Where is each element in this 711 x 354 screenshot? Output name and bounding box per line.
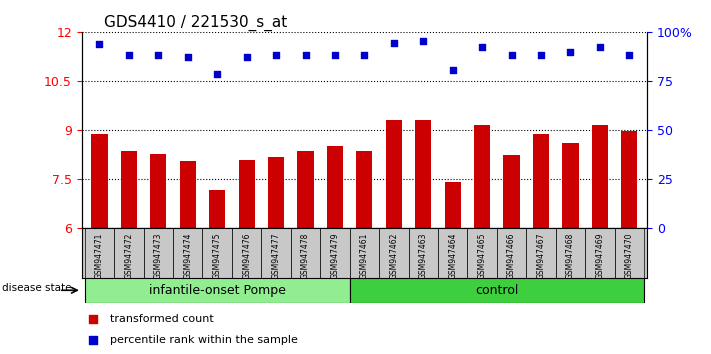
Text: infantile-onset Pompe: infantile-onset Pompe: [149, 284, 286, 297]
Bar: [180, 161, 196, 228]
Text: GSM947477: GSM947477: [272, 232, 281, 279]
Text: GSM947478: GSM947478: [301, 232, 310, 279]
Bar: [467, 228, 497, 278]
Text: GSM947476: GSM947476: [242, 232, 251, 279]
Bar: [85, 278, 350, 303]
Text: GSM947462: GSM947462: [390, 232, 398, 279]
Text: control: control: [475, 284, 518, 297]
Bar: [114, 228, 144, 278]
Text: GSM947463: GSM947463: [419, 232, 428, 279]
Point: [417, 38, 429, 44]
Point: [565, 50, 576, 55]
Text: GSM947469: GSM947469: [595, 232, 604, 279]
Text: disease state: disease state: [1, 283, 71, 293]
Text: GDS4410 / 221530_s_at: GDS4410 / 221530_s_at: [105, 14, 288, 30]
Bar: [621, 131, 638, 228]
Bar: [327, 146, 343, 228]
Bar: [85, 228, 114, 278]
Point: [476, 44, 488, 50]
Text: GSM947467: GSM947467: [537, 232, 545, 279]
Bar: [409, 228, 438, 278]
Bar: [173, 228, 203, 278]
Bar: [415, 120, 432, 228]
Bar: [379, 228, 409, 278]
Text: GSM947461: GSM947461: [360, 232, 369, 279]
Text: GSM947471: GSM947471: [95, 232, 104, 279]
Bar: [356, 152, 373, 228]
Bar: [203, 228, 232, 278]
Bar: [614, 228, 644, 278]
Text: GSM947472: GSM947472: [124, 232, 134, 279]
Point: [241, 55, 252, 60]
Point: [87, 316, 99, 322]
Text: GSM947473: GSM947473: [154, 232, 163, 279]
Point: [535, 52, 547, 58]
Bar: [474, 125, 491, 228]
Bar: [291, 228, 320, 278]
Text: transformed count: transformed count: [110, 314, 214, 325]
Point: [153, 53, 164, 58]
Bar: [91, 135, 107, 228]
Bar: [497, 228, 526, 278]
Bar: [238, 160, 255, 228]
Bar: [438, 228, 467, 278]
Text: GSM947475: GSM947475: [213, 232, 222, 279]
Bar: [526, 228, 556, 278]
Text: GSM947470: GSM947470: [625, 232, 634, 279]
Bar: [350, 228, 379, 278]
Bar: [585, 228, 614, 278]
Text: GSM947465: GSM947465: [478, 232, 486, 279]
Bar: [297, 152, 314, 228]
Point: [388, 40, 400, 46]
Bar: [209, 190, 225, 228]
Text: GSM947479: GSM947479: [331, 232, 339, 279]
Point: [270, 53, 282, 58]
Point: [300, 52, 311, 58]
Bar: [150, 154, 166, 228]
Text: GSM947466: GSM947466: [507, 232, 516, 279]
Point: [624, 52, 635, 58]
Point: [87, 337, 99, 343]
Bar: [386, 120, 402, 228]
Point: [329, 52, 341, 58]
Bar: [232, 228, 262, 278]
Bar: [320, 228, 350, 278]
Bar: [268, 157, 284, 228]
Bar: [562, 143, 579, 228]
Bar: [262, 228, 291, 278]
Point: [506, 53, 518, 58]
Point: [123, 52, 134, 58]
Bar: [350, 278, 644, 303]
Bar: [144, 228, 173, 278]
Bar: [503, 155, 520, 228]
Bar: [592, 125, 608, 228]
Point: [594, 44, 606, 50]
Text: percentile rank within the sample: percentile rank within the sample: [110, 335, 298, 345]
Point: [447, 68, 459, 73]
Point: [94, 41, 105, 47]
Text: GSM947468: GSM947468: [566, 232, 575, 279]
Bar: [533, 135, 549, 228]
Bar: [444, 182, 461, 228]
Point: [211, 71, 223, 76]
Point: [182, 55, 193, 60]
Bar: [556, 228, 585, 278]
Text: GSM947474: GSM947474: [183, 232, 192, 279]
Bar: [121, 152, 137, 228]
Text: GSM947464: GSM947464: [448, 232, 457, 279]
Point: [358, 52, 370, 58]
